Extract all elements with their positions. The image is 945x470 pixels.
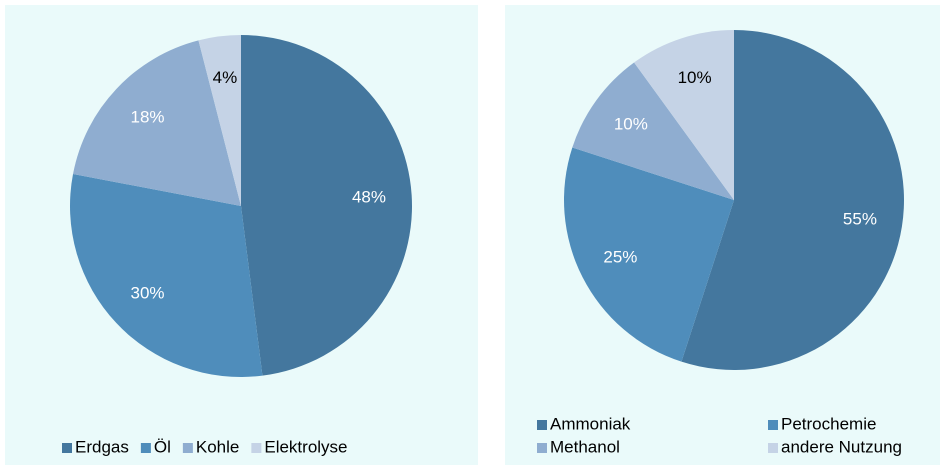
legend-label: Erdgas [75,437,129,456]
legend-label: Elektrolyse [264,437,347,456]
data-label: 4% [213,68,238,87]
data-label: 10% [678,68,712,87]
data-label: 48% [352,187,386,206]
legend-label: Petrochemie [781,414,876,433]
data-label: 18% [130,108,164,127]
data-label: 10% [614,115,648,134]
legend-swatch [768,443,778,453]
pie-slice [241,35,413,376]
pie-slice [69,173,263,377]
legend-label: Kohle [196,437,239,456]
legend-swatch [62,443,72,453]
legend-swatch [251,443,262,453]
legend-swatch [537,443,547,453]
legend-label: andere Nutzung [781,437,902,456]
legend-label: Ammoniak [550,414,631,433]
legend-swatch [768,420,778,430]
pie-slice [681,30,905,370]
legend-swatch [182,443,193,453]
pie-slice [634,30,734,200]
legend-label: Öl [154,437,171,456]
data-label: 25% [603,247,637,266]
legend-label: Methanol [550,437,620,456]
pie-slice [198,35,241,206]
pie-slice [564,147,734,362]
pie-slice [73,40,242,206]
legend-swatch [140,443,151,453]
legend-swatch [537,420,547,430]
data-label: 30% [130,283,164,302]
pie-slice [572,62,734,201]
data-label: 55% [843,209,877,228]
